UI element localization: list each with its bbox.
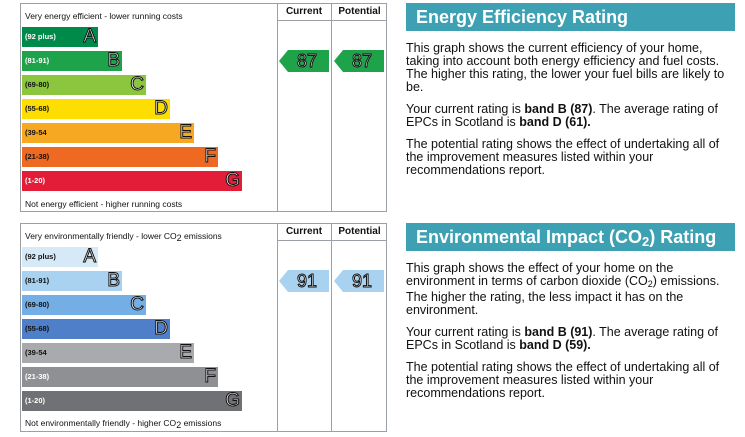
band-range-label: (21-38) — [25, 372, 50, 381]
bottom-caption: Not energy efficient - higher running co… — [25, 199, 183, 209]
column-divider — [331, 4, 332, 211]
rating-band-b: (81-91) B — [22, 270, 122, 291]
panel-title: Environmental Impact (CO2) Rating — [406, 223, 735, 251]
band-letter: B — [107, 50, 121, 71]
potential-header: Potential — [332, 4, 387, 21]
current-header: Current — [277, 224, 331, 241]
column-divider — [331, 224, 332, 431]
rating-band-d: (55-68) D — [22, 98, 170, 119]
band-range-label: (81-91) — [25, 276, 50, 285]
potential-rating-text: The potential rating shows the effect of… — [406, 137, 720, 177]
band-range-label: (55-68) — [25, 104, 50, 113]
rating-band-e: (39-54 E — [22, 122, 194, 143]
rating-band-g: (1-20) G — [22, 390, 242, 411]
rating-band-a: (92 plus) A — [22, 246, 98, 267]
potential-rating-text: The potential rating shows the effect of… — [406, 360, 720, 400]
band-letter: A — [83, 26, 97, 47]
rating-band-d: (55-68) D — [22, 318, 170, 339]
band-range-label: (39-54 — [25, 348, 47, 357]
bottom-caption: Not environmentally friendly - higher CO… — [25, 418, 222, 430]
band-letter: D — [154, 318, 169, 339]
top-caption: Very environmentally friendly - lower CO… — [25, 231, 222, 243]
band-letter: G — [225, 170, 241, 191]
band-range-label: (1-20) — [25, 176, 46, 185]
rating-band-b: (81-91) B — [22, 50, 122, 71]
column-divider — [277, 224, 278, 431]
rating-summary-text: Your current rating is band B (87). The … — [406, 102, 718, 129]
potential-rating-arrow: 87 — [334, 50, 384, 72]
band-letter: C — [130, 74, 145, 95]
top-caption: Very energy efficient - lower running co… — [25, 11, 183, 21]
band-range-label: (69-80) — [25, 300, 50, 309]
rating-band-g: (1-20) G — [22, 170, 242, 191]
column-divider — [277, 4, 278, 211]
description-text: This graph shows the effect of your home… — [406, 261, 720, 317]
rating-band-e: (39-54 E — [22, 342, 194, 363]
current-rating-arrow: 87 — [279, 50, 329, 72]
potential-rating-arrow: 91 — [334, 270, 384, 292]
band-range-label: (81-91) — [25, 56, 50, 65]
band-range-label: (92 plus) — [25, 252, 56, 261]
band-letter: C — [130, 294, 145, 315]
band-range-label: (1-20) — [25, 396, 46, 405]
band-letter: E — [179, 122, 193, 143]
current-rating-arrow: 91 — [279, 270, 329, 292]
band-letter: G — [225, 390, 241, 411]
band-range-label: (21-38) — [25, 152, 50, 161]
potential-rating-value: 91 — [351, 271, 373, 292]
band-letter: B — [107, 270, 121, 291]
rating-band-c: (69-80) C — [22, 74, 146, 95]
panel-title: Energy Efficiency Rating — [406, 3, 735, 31]
band-letter: D — [154, 98, 169, 119]
energy-rating-chart: Current Potential Very energy efficient … — [20, 3, 387, 212]
rating-band-c: (69-80) C — [22, 294, 146, 315]
current-rating-value: 91 — [296, 271, 318, 292]
band-letter: A — [83, 246, 97, 267]
band-range-label: (69-80) — [25, 80, 50, 89]
description-text: This graph shows the current efficiency … — [406, 41, 725, 94]
potential-header: Potential — [332, 224, 387, 241]
band-letter: F — [204, 146, 217, 167]
band-letter: E — [179, 342, 193, 363]
rating-band-f: (21-38) F — [22, 366, 218, 387]
environmental-impact-chart: Current Potential Very environmentally f… — [20, 223, 387, 432]
band-range-label: (39-54 — [25, 128, 47, 137]
energy-efficiency-panel: Energy Efficiency Rating This graph show… — [406, 3, 735, 177]
rating-band-a: (92 plus) A — [22, 26, 98, 47]
band-range-label: (92 plus) — [25, 32, 56, 41]
potential-rating-value: 87 — [351, 51, 373, 72]
band-letter: F — [204, 366, 217, 387]
rating-summary-text: Your current rating is band B (91). The … — [406, 325, 718, 352]
environmental-impact-panel: Environmental Impact (CO2) Rating This g… — [406, 223, 735, 400]
current-rating-value: 87 — [296, 51, 318, 72]
current-header: Current — [277, 4, 331, 21]
rating-band-f: (21-38) F — [22, 146, 218, 167]
band-range-label: (55-68) — [25, 324, 50, 333]
